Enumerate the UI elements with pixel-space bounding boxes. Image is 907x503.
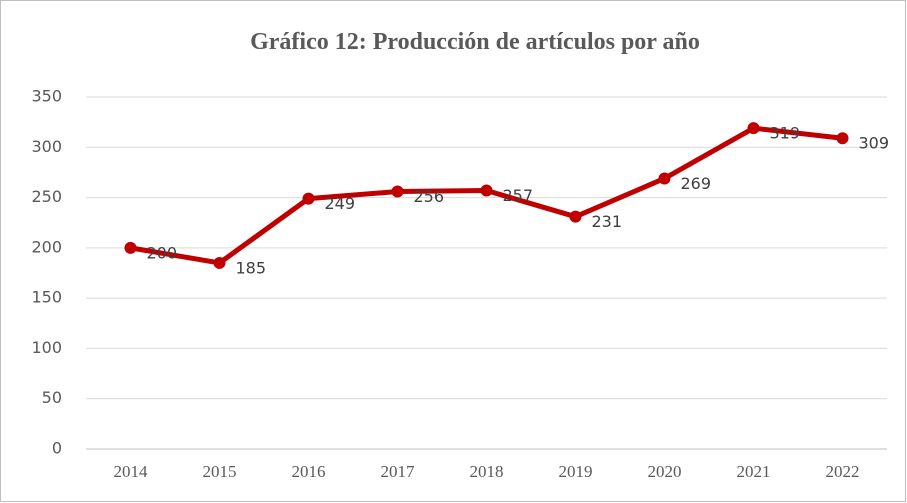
x-tick-label: 2017 [381,462,416,481]
data-point [747,122,760,135]
data-label: 185 [236,258,267,277]
x-tick-label: 2015 [203,462,237,481]
data-label: 269 [681,174,712,193]
data-label: 200 [147,243,178,262]
y-tick-label: 350 [31,87,62,106]
y-tick-label: 50 [42,388,62,407]
data-point [836,132,849,145]
y-tick-label: 150 [31,288,62,307]
data-label: 249 [325,194,356,213]
data-label: 309 [859,134,890,153]
chart-title: Gráfico 12: Producción de artículos por … [250,29,700,55]
data-point [213,256,226,269]
y-tick-label: 250 [31,187,62,206]
x-tick-label: 2021 [737,462,771,481]
data-point [480,184,493,197]
data-point [391,185,404,198]
data-label: 319 [770,124,801,143]
data-label: 256 [414,187,445,206]
y-tick-label: 300 [31,137,62,156]
x-tick-label: 2019 [559,462,593,481]
x-tick-label: 2016 [292,462,326,481]
y-tick-label: 200 [31,237,62,256]
y-tick-label: 100 [31,338,62,357]
data-point [302,192,315,205]
data-point [124,241,137,254]
x-tick-label: 2018 [470,462,504,481]
data-label: 231 [592,212,623,231]
x-tick-label: 2022 [826,462,860,481]
x-tick-label: 2014 [114,462,149,481]
x-tick-label: 2020 [648,462,682,481]
data-label: 257 [503,186,534,205]
y-tick-label: 0 [52,439,62,458]
data-point [569,210,582,223]
data-point [658,172,671,185]
